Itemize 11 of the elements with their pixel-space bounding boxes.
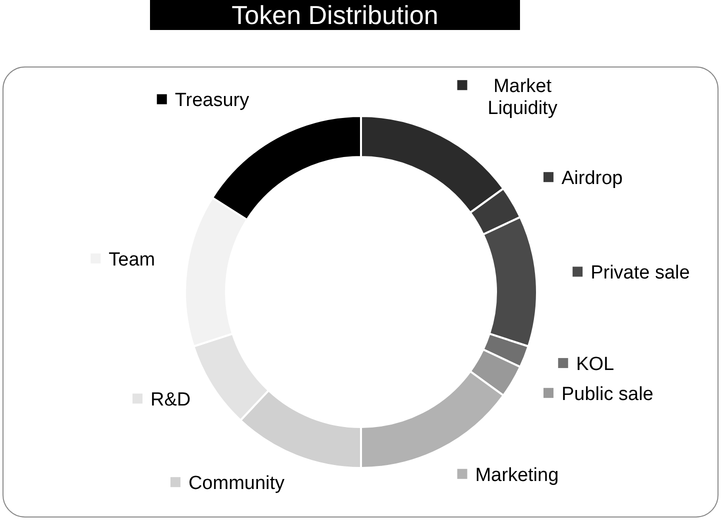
chart-title: Token Distribution [232,0,438,30]
legend-label: Airdrop [561,168,623,190]
legend-label: Treasury [174,90,250,112]
legend-label: Private sale [590,262,690,284]
legend-label: Marketing [475,464,559,486]
legend-label: R&D [150,390,191,411]
legend-label: Market Liquidity [488,76,558,120]
legend-label: Public sale [561,384,654,405]
legend-label: Community [188,473,286,494]
legend-label: Team [108,249,156,270]
legend-label: KOL [576,354,614,376]
